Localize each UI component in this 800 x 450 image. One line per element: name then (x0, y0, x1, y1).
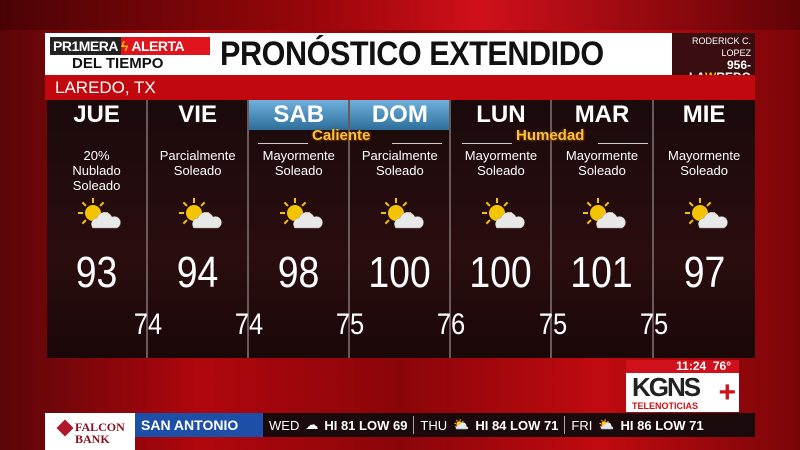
day-name: VIE (178, 101, 217, 128)
condition-text: Parcialmente Soleado (159, 148, 236, 178)
telenoticias-wordmark: TELENOTICIAS (632, 401, 699, 411)
condition-text: 20% Nublado Soleado (72, 148, 121, 193)
primera-alerta-logo: PR1MERA ϟ ALERTA DEL TIEMPO (50, 35, 210, 73)
header-bar: PR1MERA ϟ ALERTA DEL TIEMPO PRONÓSTICO EXT… (45, 33, 672, 75)
day-column-sab: SAB Mayormente Soleado 98 (249, 100, 351, 358)
contact-name: RODERICK C. LOPEZ (691, 36, 751, 58)
day-column-mie: MIE Mayormente Soleado 97 (654, 100, 755, 358)
partly-sunny-icon (380, 198, 425, 234)
high-temp: 94 (176, 248, 219, 297)
high-temp: 101 (570, 248, 634, 297)
condition-text: Mayormente Soleado (262, 148, 335, 178)
ticker-temps: HI 84 LOW 71 (475, 417, 559, 433)
high-temp: 98 (277, 248, 320, 297)
background-band (0, 0, 800, 30)
ticker-forecast: WED ☁ HI 81 LOW 69 (263, 417, 413, 433)
page-title: PRONÓSTICO EXTENDIDO (220, 35, 604, 73)
high-temp: 93 (75, 248, 118, 297)
current-temp: 76° (712, 359, 731, 373)
weather-ticker: FALCON BANK SAN ANTONIO WED ☁ HI 81 LOW 69… (45, 413, 755, 450)
falcon-bank-logo: FALCON BANK (45, 413, 135, 450)
sponsor-contact: RODERICK C. LOPEZ 956-LAWREDO 529-7336 (672, 33, 755, 95)
ticker-city: SAN ANTONIO (135, 413, 263, 437)
day-name: DOM (350, 100, 450, 130)
lightning-icon: ϟ (120, 37, 129, 55)
partly-sunny-icon (279, 198, 323, 234)
location-label: LAREDO, TX (45, 75, 755, 100)
day-column-jue: JUE 20% Nublado Soleado 93 (47, 100, 149, 358)
tag-line (258, 143, 308, 144)
day-name: JUE (73, 101, 120, 128)
ticker-forecast: FRI ⛅ HI 86 LOW 71 (565, 417, 709, 433)
low-temp: 75 (538, 308, 567, 341)
partly-sunny-icon (684, 198, 728, 234)
day-column-mar: MAR Mayormente Soleado 101 (552, 100, 654, 358)
partly-sunny-icon (77, 198, 121, 234)
plus-icon: + (718, 376, 736, 409)
high-temp: 100 (368, 248, 432, 297)
kgns-wordmark: KGNS (632, 372, 701, 402)
ticker-temps: HI 81 LOW 69 (324, 417, 408, 433)
ticker-day: WED (269, 417, 300, 433)
partly-sunny-icon: ⛅ (453, 417, 470, 432)
low-temp: 75 (639, 308, 668, 341)
condition-text: Mayormente Soleado (565, 148, 639, 178)
high-temp: 100 (469, 248, 533, 297)
ticker-day: THU (420, 417, 448, 433)
day-name: MIE (682, 101, 726, 128)
tag-line (598, 143, 648, 144)
divider (564, 416, 566, 434)
day-name: MAR (574, 101, 630, 128)
ticker-forecast: THU ⛅ HI 84 LOW 71 (414, 417, 564, 433)
logo-subtitle: DEL TIEMPO (72, 55, 164, 72)
day-name: LUN (476, 101, 526, 128)
condition-text: Mayormente Soleado (464, 148, 538, 178)
clock-time: 11:24 (676, 359, 707, 373)
day-column-lun: LUN Mayormente Soleado 100 (451, 100, 553, 358)
cloud-icon: ☁ (305, 417, 319, 432)
tag-line (392, 143, 442, 144)
kgns-logo: 11:24 76° KGNS TELENOTICIAS + (626, 360, 739, 412)
low-temp: 75 (336, 308, 365, 341)
high-temp: 97 (683, 248, 725, 297)
partly-sunny-icon (582, 198, 627, 234)
low-temp: 76 (437, 308, 466, 341)
ticker-temps: HI 86 LOW 71 (620, 417, 704, 433)
tag-line (462, 143, 512, 144)
partly-sunny-icon (178, 198, 222, 234)
low-temp: 74 (235, 308, 264, 341)
partly-sunny-icon (481, 198, 526, 234)
divider (413, 416, 415, 434)
humid-tag: Humedad (516, 127, 585, 144)
day-name: SAB (249, 100, 349, 130)
day-column-dom: DOM Parcialmente Soleado 100 (350, 100, 452, 358)
condition-text: Parcialmente Soleado (361, 148, 438, 178)
hot-tag: Caliente (312, 127, 371, 144)
logo-text-right: ALERTA (128, 37, 210, 55)
condition-text: Mayormente Soleado (667, 148, 741, 178)
day-column-vie: VIE Parcialmente Soleado 94 (148, 100, 250, 358)
partly-sunny-icon: ⛅ (598, 417, 615, 432)
logo-text-left: PR1MERA (50, 37, 121, 55)
low-temp: 74 (133, 308, 163, 341)
ticker-day: FRI (571, 417, 593, 433)
